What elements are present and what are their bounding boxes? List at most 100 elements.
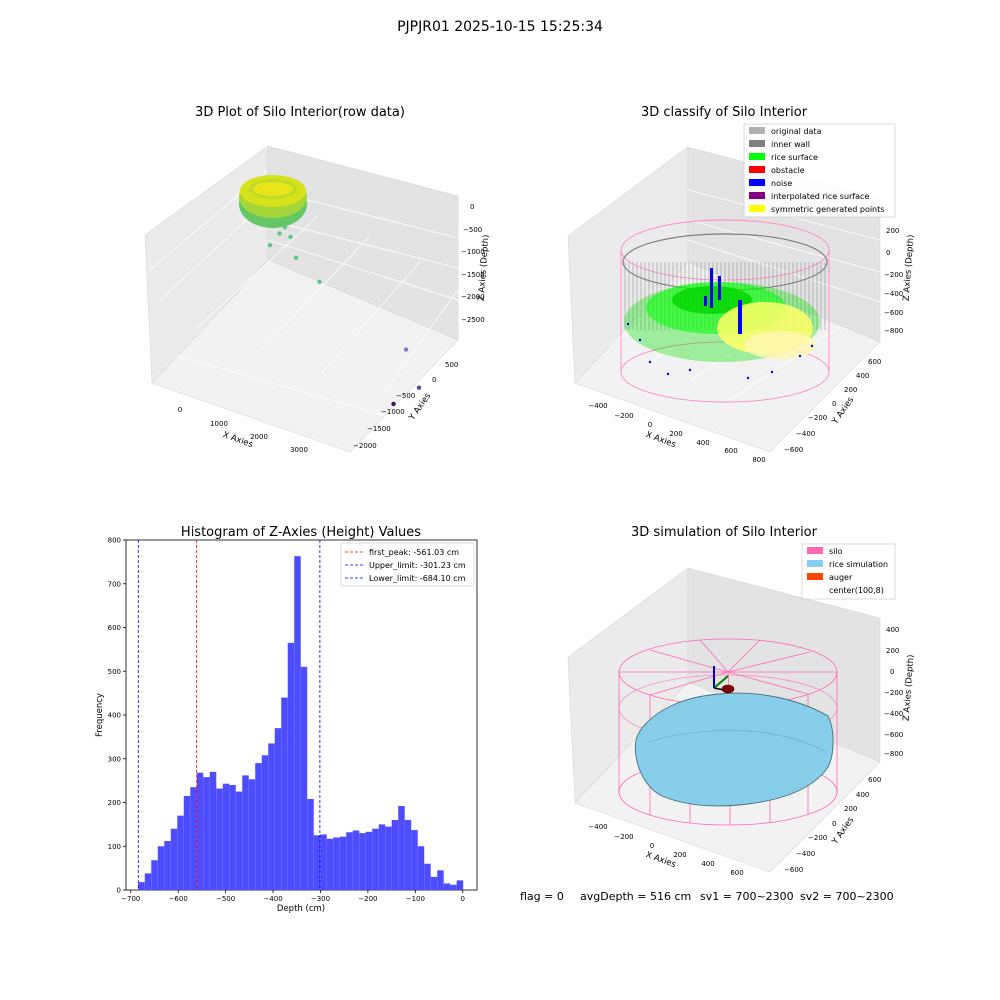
raw-outlier-point	[317, 279, 322, 284]
histogram-bar	[190, 787, 197, 890]
svg-text:−500: −500	[463, 226, 482, 234]
legend-swatch	[749, 153, 765, 160]
svg-text:−1500: −1500	[367, 425, 391, 433]
histogram-bar	[209, 771, 217, 890]
auger-marker	[713, 666, 735, 694]
svg-text:200: 200	[844, 386, 857, 394]
simulation-legend: silo rice simulation auger center(100,8)	[801, 543, 896, 600]
svg-text:−2000: −2000	[353, 442, 377, 450]
panel-raw-title: 3D Plot of Silo Interior(row data)	[195, 105, 405, 120]
z-axis-label: Z Axies (Depth)	[902, 234, 917, 301]
y-tick-label: 700	[108, 580, 121, 588]
x-tick-label: −300	[311, 895, 330, 903]
y-tick-label: 800	[108, 537, 121, 545]
legend-label: inner wall	[771, 140, 810, 149]
legend-label: auger	[829, 573, 853, 582]
svg-text:−400: −400	[884, 290, 903, 298]
svg-text:−600: −600	[784, 446, 803, 454]
svg-text:−200: −200	[884, 271, 903, 279]
z-ticks: 0 −500 −1000 −1500 −2000 −2500	[461, 203, 485, 324]
histogram-bar	[443, 883, 451, 890]
histogram-legend: first_peak: -561.03 cm Upper_limit: -301.…	[340, 542, 475, 587]
histogram-bars	[138, 556, 464, 890]
legend-label: noise	[771, 179, 792, 188]
histogram-bar	[307, 799, 314, 890]
legend-swatch	[807, 573, 823, 580]
svg-text:0: 0	[432, 376, 436, 384]
panel-simulation: 3D simulation of Silo Interior	[567, 525, 916, 877]
raw-outlier-point	[416, 385, 422, 390]
histogram-bar	[300, 666, 308, 890]
histogram-bar	[391, 820, 399, 890]
panel-simulation-title: 3D simulation of Silo Interior	[631, 525, 818, 540]
histogram-bar	[203, 777, 210, 890]
legend-swatch	[749, 140, 765, 147]
raw-outlier-point	[267, 243, 273, 248]
y-ticks: 600 400 200 0 −200 −400 −600	[784, 776, 881, 874]
histogram-bar	[417, 846, 425, 890]
pane-floor	[151, 259, 459, 453]
status-avg-depth: avgDepth = 516 cm	[580, 890, 691, 903]
legend-label: symmetric generated points	[771, 205, 884, 214]
y-axis-label: Frequency	[95, 693, 105, 737]
legend-label: original data	[771, 127, 822, 136]
legend-label: center(100,8)	[829, 586, 884, 595]
svg-text:−2000: −2000	[461, 293, 485, 301]
svg-text:−400: −400	[796, 430, 815, 438]
histogram-bar	[261, 755, 269, 890]
histogram-bar	[456, 880, 464, 890]
svg-text:600: 600	[868, 776, 881, 784]
svg-text:200: 200	[886, 647, 899, 655]
y-tick-label: 100	[108, 843, 121, 851]
status-sv1: sv1 = 700~2300	[700, 890, 794, 903]
histogram-bar	[372, 828, 379, 890]
histogram-bar	[359, 833, 366, 890]
histogram-bar	[281, 697, 288, 890]
histogram-bar	[346, 832, 353, 890]
svg-text:−400: −400	[884, 710, 903, 718]
svg-text:−600: −600	[884, 309, 903, 317]
legend-label: Lower_limit: -684.10 cm	[369, 574, 466, 583]
y-tick-label: 600	[108, 624, 121, 632]
histogram-bar	[138, 882, 145, 890]
svg-text:600: 600	[868, 358, 881, 366]
histogram-bar	[242, 775, 249, 890]
histogram-bar	[144, 873, 152, 890]
raw-outliers	[267, 225, 422, 407]
panel-classify: 3D classify of Silo Interior	[567, 105, 917, 464]
legend-label: rice surface	[771, 153, 818, 162]
y-tick-label: 200	[108, 799, 121, 807]
x-axis-label: Depth (cm)	[277, 904, 325, 914]
svg-text:−500: −500	[396, 392, 415, 400]
legend-label: silo	[829, 547, 843, 556]
legend-label: interpolated rice surface	[771, 192, 869, 201]
svg-text:0: 0	[648, 421, 652, 429]
y-tick-label: 0	[117, 887, 121, 895]
z-axis-label: Z Axies (Depth)	[477, 234, 492, 301]
histogram-bar	[255, 763, 262, 890]
svg-text:−1000: −1000	[461, 248, 485, 256]
svg-text:−200: −200	[614, 412, 633, 420]
histogram-title: Histogram of Z-Axies (Height) Values	[181, 525, 421, 540]
histogram-bar	[450, 884, 457, 890]
z-ticks: 200 0 −200 −400 −600 −800	[884, 227, 903, 335]
legend-swatch	[749, 127, 765, 134]
histogram-bar	[424, 863, 431, 890]
svg-text:400: 400	[856, 372, 869, 380]
legend-swatch	[749, 166, 765, 173]
histogram-bar	[222, 783, 230, 890]
histogram-bar	[164, 841, 171, 890]
legend-swatch	[807, 547, 823, 554]
svg-text:3000: 3000	[290, 446, 308, 454]
histogram-vlines	[137, 540, 321, 890]
histogram-bar	[157, 846, 165, 890]
figure-suptitle: PJPJR01 2025-10-15 15:25:34	[397, 19, 603, 35]
status-sv2: sv2 = 700~2300	[800, 890, 894, 903]
legend-label: rice simulation	[829, 560, 888, 569]
histogram-bar	[248, 779, 256, 890]
x-ticks: −400 −200 0 200 400 600	[588, 823, 743, 877]
rice-surface	[624, 282, 820, 362]
y-tick-label: 500	[108, 668, 121, 676]
svg-text:200: 200	[886, 227, 899, 235]
